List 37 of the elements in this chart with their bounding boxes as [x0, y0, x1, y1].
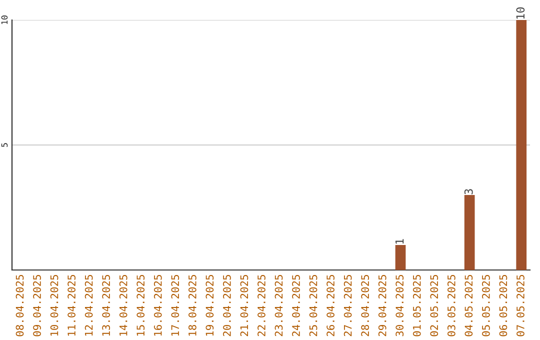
x-tick-label: 08.04.2025: [16, 275, 24, 336]
x-tick-label: 03.05.2025: [447, 275, 456, 336]
data-label: 3: [464, 189, 473, 194]
data-label: 1: [395, 239, 404, 244]
x-tick-label: 07.05.2025: [516, 275, 524, 336]
x-tick-label: 19.04.2025: [206, 275, 214, 336]
x-tick-label: 09.04.2025: [33, 275, 41, 336]
data-label: 10: [516, 7, 525, 19]
x-tick-label: 30.04.2025: [396, 275, 404, 336]
x-tick-label: 02.05.2025: [430, 275, 438, 336]
x-tick-label: 18.04.2025: [188, 275, 196, 336]
x-tick-label: 12.04.2025: [84, 275, 93, 336]
x-tick-label: 22.04.2025: [258, 275, 266, 336]
x-tick-label: 21.04.2025: [240, 275, 248, 336]
x-tick-label: 15.04.2025: [136, 275, 145, 336]
x-tick-label: 13.04.2025: [102, 275, 110, 336]
x-tick-label: 17.04.2025: [171, 275, 180, 336]
y-tick-label: 5: [1, 143, 8, 147]
x-tick-label: 14.04.2025: [119, 275, 128, 336]
x-tick-label: 11.04.2025: [68, 275, 76, 336]
x-tick-label: 25.04.2025: [309, 275, 318, 336]
x-tick-label: 29.04.2025: [378, 275, 386, 336]
x-tick-label: 23.04.2025: [274, 275, 283, 336]
x-tick-label: 27.04.2025: [344, 275, 352, 336]
x-tick-label: 06.05.2025: [499, 275, 508, 336]
x-tick-label: 26.04.2025: [326, 275, 334, 336]
bar: [464, 195, 475, 270]
bar: [395, 245, 406, 270]
x-tick-label: 10.04.2025: [50, 275, 58, 336]
x-tick-label: 28.04.2025: [361, 275, 370, 336]
x-tick-label: 24.04.2025: [292, 275, 300, 336]
bar: [516, 20, 527, 270]
x-tick-label: 20.04.2025: [223, 275, 231, 336]
x-tick-label: 04.05.2025: [464, 275, 473, 336]
x-tick-label: 01.05.2025: [412, 275, 421, 336]
x-tick-label: 16.04.2025: [154, 275, 162, 336]
x-tick-label: 05.05.2025: [482, 275, 490, 336]
